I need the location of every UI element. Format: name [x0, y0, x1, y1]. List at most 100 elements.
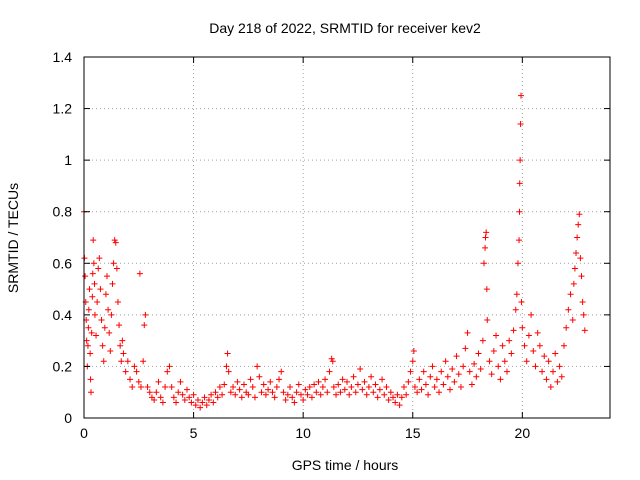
data-point — [190, 391, 197, 398]
data-point — [503, 368, 510, 375]
data-point — [365, 384, 372, 391]
data-point — [113, 265, 120, 272]
data-point — [354, 381, 361, 388]
x-tick-label: 10 — [295, 425, 311, 441]
x-tick-label: 20 — [515, 425, 531, 441]
data-point — [493, 332, 500, 339]
data-point — [214, 394, 221, 401]
data-point — [118, 358, 125, 365]
data-point — [570, 280, 577, 287]
data-point — [392, 399, 399, 406]
data-point — [464, 329, 471, 336]
data-point — [110, 260, 117, 267]
data-point — [567, 291, 574, 298]
data-point — [116, 322, 123, 329]
data-point — [109, 280, 116, 287]
data-point — [536, 342, 543, 349]
data-point — [269, 389, 276, 396]
data-point — [473, 373, 480, 380]
data-point — [137, 384, 144, 391]
chart-title: Day 218 of 2022, SRMTID for receiver kev… — [209, 20, 481, 36]
data-point — [238, 394, 245, 401]
data-point — [91, 280, 98, 287]
data-point — [396, 402, 403, 409]
data-point — [514, 260, 521, 267]
data-point — [240, 381, 247, 388]
data-point — [425, 391, 432, 398]
data-point — [490, 347, 497, 354]
data-point — [276, 376, 283, 383]
data-point — [433, 376, 440, 383]
data-point — [262, 391, 269, 398]
data-point — [247, 376, 254, 383]
data-point — [517, 157, 524, 164]
data-point — [170, 394, 177, 401]
data-point — [422, 381, 429, 388]
data-point — [363, 391, 370, 398]
data-point — [346, 391, 353, 398]
data-point — [256, 373, 263, 380]
data-point — [232, 391, 239, 398]
data-point — [201, 394, 208, 401]
data-point — [466, 368, 473, 375]
y-tick-label: 0.8 — [53, 204, 73, 220]
data-point — [153, 389, 160, 396]
x-tick-label: 0 — [80, 425, 88, 441]
y-tick-label: 0.6 — [53, 255, 73, 271]
data-point — [379, 376, 386, 383]
data-point — [438, 368, 445, 375]
data-point — [208, 391, 215, 398]
data-point — [295, 381, 302, 388]
data-point — [451, 378, 458, 385]
data-point — [512, 306, 519, 313]
data-point — [265, 386, 272, 393]
data-point — [521, 342, 528, 349]
data-point — [335, 381, 342, 388]
data-point — [197, 404, 204, 411]
data-point — [337, 389, 344, 396]
data-point — [482, 234, 489, 241]
data-point — [440, 381, 447, 388]
data-point — [291, 399, 298, 406]
data-point — [398, 394, 405, 401]
data-point — [251, 394, 258, 401]
data-point — [381, 391, 388, 398]
data-point — [563, 324, 570, 331]
data-point — [453, 353, 460, 360]
data-point — [117, 342, 124, 349]
data-point — [107, 347, 114, 354]
data-point — [579, 298, 586, 305]
data-point — [166, 363, 173, 370]
data-point — [324, 389, 331, 396]
data-point — [234, 378, 241, 385]
data-point — [111, 237, 118, 244]
data-point — [168, 384, 175, 391]
data-point — [495, 363, 502, 370]
data-point — [219, 391, 226, 398]
data-point — [556, 363, 563, 370]
data-point — [405, 378, 412, 385]
data-point — [400, 384, 407, 391]
data-point — [385, 396, 392, 403]
data-point — [576, 211, 583, 218]
data-point — [93, 332, 100, 339]
data-point — [414, 389, 421, 396]
data-point — [517, 121, 524, 128]
y-tick-label: 0 — [64, 410, 72, 426]
data-point — [86, 286, 93, 293]
data-point — [560, 342, 567, 349]
data-point — [501, 358, 508, 365]
data-point — [575, 221, 582, 228]
tick-labels: 0 5 10 15 20 0 0.2 0.4 0.6 0.8 1 1.2 1.4 — [53, 49, 531, 441]
data-point — [88, 329, 95, 336]
data-point — [199, 399, 206, 406]
data-point — [326, 368, 333, 375]
data-point — [420, 368, 427, 375]
data-point — [114, 298, 121, 305]
data-point — [573, 249, 580, 256]
data-point — [471, 360, 478, 367]
data-point — [344, 378, 350, 385]
data-point — [87, 350, 94, 357]
data-point — [333, 391, 340, 398]
